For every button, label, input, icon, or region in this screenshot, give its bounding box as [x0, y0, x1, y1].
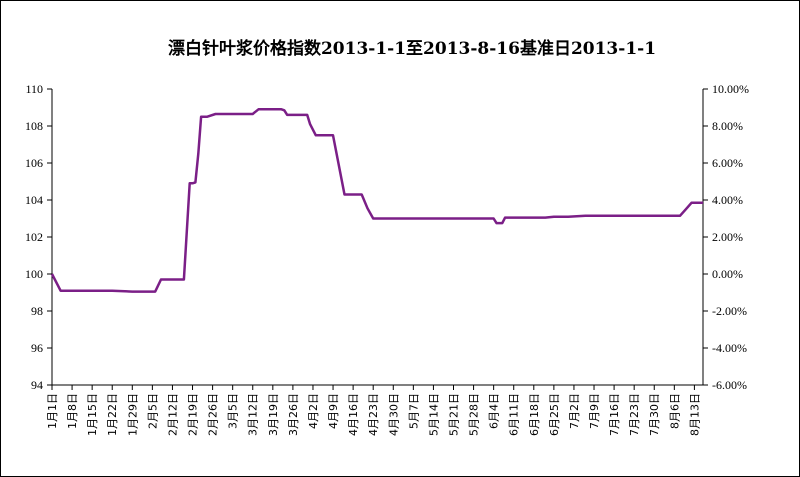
y2-tick-label: 6.00%: [712, 156, 743, 170]
x-tick-label: 1月15日: [86, 393, 99, 436]
y2-tick-label: -6.00%: [712, 378, 747, 392]
y-tick-label: 94: [31, 378, 43, 392]
x-tick-label: 6月11日: [508, 393, 521, 436]
x-tick-label: 8月6日: [668, 393, 681, 429]
series-line: [50, 108, 703, 293]
y2-tick-label: 10.00%: [712, 82, 749, 96]
y2-tick-label: -4.00%: [712, 341, 747, 355]
x-tick-label: 5月21日: [447, 393, 460, 436]
x-tick-label: 4月23日: [367, 393, 380, 436]
x-tick-label: 1月8日: [66, 393, 79, 429]
axes: [51, 89, 704, 386]
y-tick-label: 100: [25, 267, 43, 281]
x-tick-label: 7月2日: [568, 393, 581, 429]
x-tick-label: 3月19日: [267, 393, 280, 436]
y2-tick-label: 8.00%: [712, 119, 743, 133]
y-axis-ticks: 110 108 106 104 102 100 98 96 94: [25, 82, 52, 392]
x-tick-label: 8月13日: [688, 393, 701, 436]
y2-tick-label: 2.00%: [712, 230, 743, 244]
y2-tick-label: 0.00%: [712, 267, 743, 281]
x-tick-label: 2月5日: [146, 393, 159, 429]
y-tick-label: 104: [25, 193, 43, 207]
x-tick-label: 1月1日: [46, 393, 59, 429]
y2-axis-ticks: 10.00% 8.00% 6.00% 4.00% 2.00% 0.00% -2.00% -4.…: [703, 82, 749, 392]
x-tick-label: 1月29日: [126, 393, 139, 436]
y-tick-label: 98: [31, 304, 43, 318]
series-group: [50, 108, 703, 293]
x-tick-label: 1月22日: [106, 393, 119, 436]
x-tick-label: 3月26日: [287, 393, 300, 436]
x-tick-label: 5月14日: [427, 393, 440, 436]
x-tick-label: 7月9日: [588, 393, 601, 429]
x-tick-label: 2月12日: [166, 393, 179, 436]
y2-tick-label: -2.00%: [712, 304, 747, 318]
y-tick-label: 96: [31, 341, 43, 355]
x-tick-label: 7月16日: [608, 393, 621, 436]
x-tick-label: 7月30日: [648, 393, 661, 436]
x-tick-label: 6月18日: [528, 393, 541, 436]
x-tick-label: 2月26日: [207, 393, 220, 436]
x-tick-label: 3月5日: [227, 393, 240, 429]
y-tick-label: 108: [25, 119, 43, 133]
x-tick-label: 2月19日: [187, 393, 200, 436]
x-tick-label: 4月16日: [347, 393, 360, 436]
x-tick-label: 6月4日: [488, 393, 501, 429]
x-tick-label: 6月25日: [548, 393, 561, 436]
x-axis-ticks: 1月1日 1月8日 1月15日 1月22日 1月29日 2月5日 2月12日 2月19日 2月2…: [46, 385, 701, 436]
x-tick-label: 5月7日: [407, 393, 420, 429]
y-tick-label: 106: [25, 156, 43, 170]
x-tick-label: 5月28日: [468, 393, 481, 436]
x-tick-label: 3月12日: [247, 393, 260, 436]
x-tick-label: 7月23日: [628, 393, 641, 436]
y-tick-label: 102: [25, 230, 43, 244]
chart-title: 漂白针叶浆价格指数2013-1-1至2013-8-16基准日2013-1-1: [168, 38, 656, 59]
x-tick-label: 4月9日: [327, 393, 340, 429]
y-tick-label: 110: [25, 82, 43, 96]
x-tick-label: 4月2日: [307, 393, 320, 429]
x-tick-label: 4月30日: [387, 393, 400, 436]
y2-tick-label: 4.00%: [712, 193, 743, 207]
